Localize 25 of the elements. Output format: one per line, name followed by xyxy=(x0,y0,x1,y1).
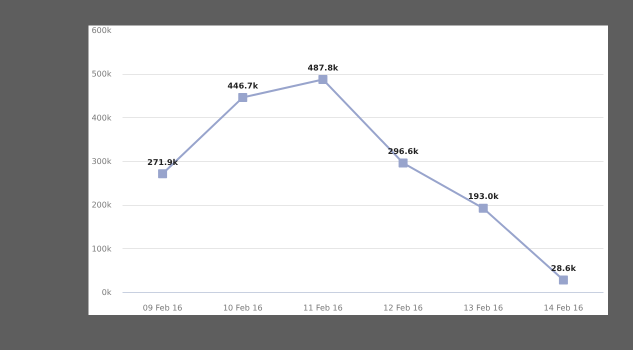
data-label: 487.8k xyxy=(308,63,339,72)
point xyxy=(318,74,328,84)
data-label: 193.0k xyxy=(468,192,500,202)
point xyxy=(158,169,168,178)
y-tick-label: 0k xyxy=(102,288,112,297)
y-tick-label: 500k xyxy=(92,70,112,79)
point xyxy=(238,92,248,102)
data-label: 296.6k xyxy=(388,146,420,156)
y-tick-label: 600k xyxy=(92,26,112,35)
y-tick-label: 300k xyxy=(92,157,112,166)
point xyxy=(478,204,488,213)
data-label: 271.9k xyxy=(147,158,179,167)
y-tick-label: 100k xyxy=(92,244,112,254)
point xyxy=(558,276,568,285)
x-tick-label: 12 Feb 16 xyxy=(383,304,423,312)
data-label: 446.7k xyxy=(227,81,259,90)
x-tick-label: 09 Feb 16 xyxy=(142,304,182,312)
x-tick-label: 11 Feb 16 xyxy=(303,304,343,312)
point xyxy=(398,158,408,168)
x-tick-label: 13 Feb 16 xyxy=(463,304,504,312)
y-tick-label: 200k xyxy=(92,200,112,210)
x-tick-label: 14 Feb 16 xyxy=(544,304,584,312)
y-tick-label: 400k xyxy=(92,113,112,122)
data-label: 28.6k xyxy=(550,264,577,274)
x-tick-label: 10 Feb 16 xyxy=(222,304,263,312)
